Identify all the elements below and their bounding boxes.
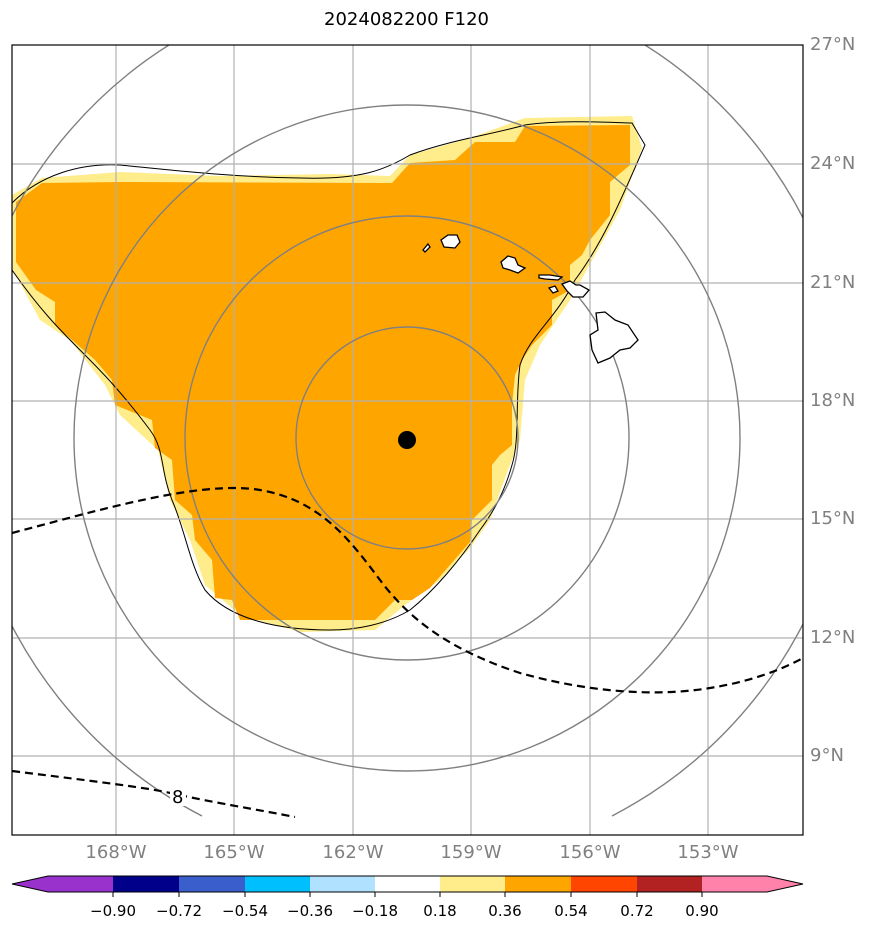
colorbar-tick-label: −0.36 [287,902,333,920]
lon-label-168w: 168°W [85,842,147,863]
lon-label-162w: 162°W [322,842,384,863]
lon-label-159w: 159°W [440,842,502,863]
colorbar-tick-label: 0.36 [488,902,522,920]
range-ring-3 [73,104,741,772]
colorbar-tick-label: −0.18 [352,902,398,920]
island-maui [560,280,591,298]
range-ring-1 [295,326,519,550]
island-niihau [422,242,431,253]
contour-label-bg [170,786,186,806]
lon-label-165w: 165°W [203,842,265,863]
gridlines [12,45,803,835]
range-rings [12,45,803,817]
island-hawaii [589,311,639,364]
range-ring-2 [184,215,630,661]
dashed-contours [12,486,803,819]
lat-label-24n: 24°N [810,153,856,174]
colorbar-tick-label: −0.90 [90,902,136,920]
map-title: 2024082200 F120 [324,9,489,30]
storm-center-marker [398,431,416,449]
colorbar-tick-label: 0.54 [554,902,588,920]
dashed-contour-lower [12,769,296,819]
lat-label-27n: 27°N [810,34,856,55]
colorbar-tick-label: 0.18 [423,902,457,920]
lat-label-15n: 15°N [810,508,856,529]
colorbar-extend-right [767,876,803,892]
colorbar-tick-label: −0.54 [222,902,268,920]
island-molokai [538,274,564,281]
lon-label-153w: 153°W [677,842,739,863]
dashed-contour-upper [12,486,803,694]
lat-label-9n: 9°N [810,745,844,766]
map-area: 8 [12,45,803,835]
map-frame [11,44,804,836]
colorbar-extend-left [12,876,48,892]
lat-label-21n: 21°N [810,272,856,293]
contour-label: 8 [172,787,183,808]
lat-label-18n: 18°N [810,390,856,411]
hawaiian-islands [422,234,639,364]
lat-label-12n: 12°N [810,627,856,648]
shading-inner [16,125,630,620]
lon-label-156w: 156°W [559,842,621,863]
colorbar-outline [11,875,804,893]
colorbar-tick-label: 0.72 [620,902,654,920]
island-oahu [500,255,527,274]
island-lanai [547,285,559,294]
island-kauai [440,234,461,249]
colorbar-tick-label: 0.90 [685,902,719,920]
colorbar-tick-label: −0.72 [156,902,202,920]
colorbar [11,875,804,897]
